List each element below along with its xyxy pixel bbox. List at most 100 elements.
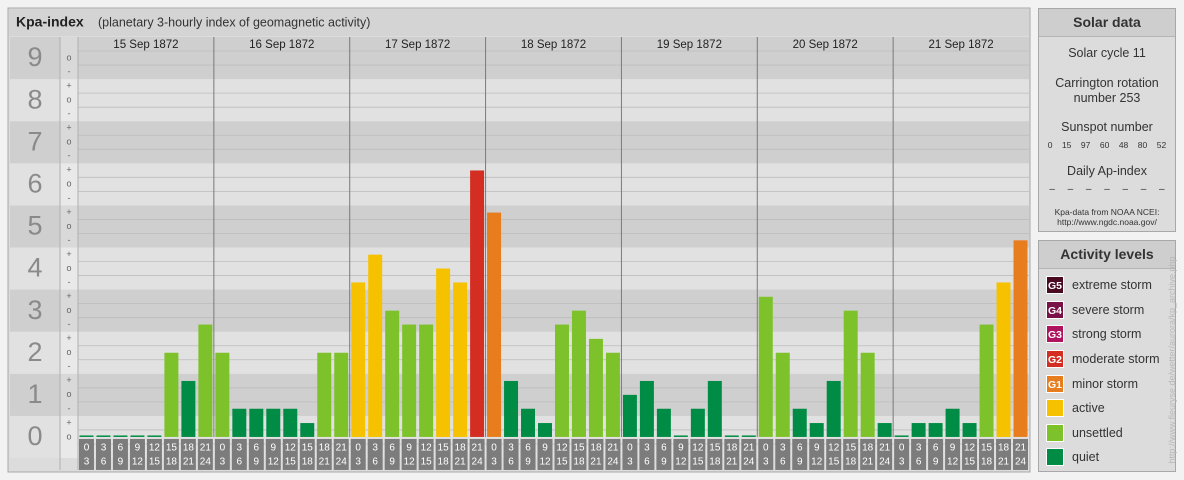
level-badge: G4 <box>1046 300 1064 319</box>
hour-box <box>758 438 774 470</box>
hour-box <box>180 438 196 470</box>
hour-label: 12 <box>132 457 144 468</box>
hour-label: 15 <box>828 457 840 468</box>
bar <box>979 324 994 437</box>
level-label: active <box>1072 401 1105 416</box>
hour-label: 3 <box>899 457 905 468</box>
bar <box>571 310 586 437</box>
hour-label: 3 <box>763 457 769 468</box>
hour-box <box>962 438 978 470</box>
plot-band <box>78 37 1029 80</box>
sunspot-number: 15 <box>1061 140 1072 150</box>
bar <box>843 310 858 437</box>
hour-box <box>265 438 281 470</box>
hour-label: 12 <box>539 457 551 468</box>
hour-box <box>894 438 910 470</box>
minor-label: o <box>66 179 71 189</box>
hour-label: 6 <box>661 443 667 454</box>
y-tick-label: 9 <box>27 42 42 72</box>
hour-label: 18 <box>845 457 857 468</box>
sub-band <box>60 331 78 374</box>
hour-label: 15 <box>285 457 297 468</box>
hour-box <box>792 438 808 470</box>
hour-label: 12 <box>404 457 416 468</box>
bar <box>538 423 552 437</box>
level-label: extreme storm <box>1072 278 1152 293</box>
activity-list: G5 extreme storm G4 severe storm G3 strong st… <box>1039 273 1175 470</box>
minor-label: + <box>66 207 71 217</box>
minor-label: - <box>68 193 71 203</box>
bar <box>707 380 722 437</box>
hour-label: 18 <box>319 443 331 454</box>
day-label: 20 Sep 1872 <box>793 39 858 51</box>
hour-box <box>690 438 706 470</box>
bar <box>419 324 434 437</box>
bar <box>232 408 247 437</box>
hour-box <box>79 438 94 470</box>
hour-label: 6 <box>525 443 531 454</box>
hour-box <box>1013 438 1028 470</box>
plot-band <box>78 289 1029 332</box>
bar <box>860 352 875 437</box>
bar <box>826 380 841 437</box>
day-label: 16 Sep 1872 <box>249 39 314 51</box>
hour-box <box>843 438 859 470</box>
hour-label: 6 <box>118 443 124 454</box>
hour-label: 3 <box>237 443 243 454</box>
hour-box <box>418 438 434 470</box>
ap-value: – <box>1067 184 1074 195</box>
bar <box>317 352 332 437</box>
hour-label: 21 <box>319 457 331 468</box>
minor-label: - <box>68 319 71 329</box>
minor-label: o <box>66 221 71 231</box>
activity-item: G4 severe storm <box>1039 298 1175 323</box>
chart-subtitle: (planetary 3-hourly index of geomagnetic… <box>98 15 370 29</box>
day-label: 17 Sep 1872 <box>385 39 450 51</box>
bar <box>96 435 111 437</box>
level-label: quiet <box>1072 450 1100 465</box>
hour-label: 24 <box>879 457 891 468</box>
hour-label: 18 <box>438 457 450 468</box>
y-tick-label: 5 <box>27 211 42 241</box>
hour-box <box>809 438 825 470</box>
hour-box <box>605 438 621 470</box>
hour-label: 21 <box>472 443 484 454</box>
level-badge <box>1046 448 1064 467</box>
hour-box <box>350 438 366 470</box>
ap-row: – – – – – – – <box>1039 184 1175 195</box>
y-tick-label: 7 <box>27 126 42 156</box>
chart-title: Kpa-index <box>16 14 84 30</box>
hour-label: 12 <box>556 443 568 454</box>
hour-label: 9 <box>661 457 667 468</box>
bar <box>368 254 383 437</box>
axis-band <box>10 373 60 416</box>
title-bar <box>9 9 1029 36</box>
hour-label: 18 <box>302 457 314 468</box>
hour-label: 12 <box>421 443 433 454</box>
axis-band <box>10 247 60 290</box>
minor-label: - <box>68 403 71 413</box>
hour-label: 12 <box>947 457 959 468</box>
bar <box>147 435 162 437</box>
watermark: http://www.fleuryse.de/wetter/aurora/kp_… <box>1167 256 1177 464</box>
hour-box <box>639 438 655 470</box>
activity-item: G3 strong storm <box>1039 322 1175 347</box>
hour-box <box>299 438 315 470</box>
bar <box>741 435 756 437</box>
ap-value: – <box>1104 184 1110 195</box>
level-label: strong storm <box>1072 327 1142 342</box>
panel-title: Solar data <box>1039 9 1175 37</box>
ap-value: – <box>1159 184 1165 195</box>
bar <box>673 435 688 437</box>
level-badge <box>1046 423 1064 442</box>
hour-box <box>333 438 349 470</box>
hour-label: 3 <box>84 457 90 468</box>
minor-label: + <box>66 417 71 427</box>
minor-label: - <box>68 66 71 76</box>
bar <box>130 435 145 437</box>
hour-label: 6 <box>933 443 939 454</box>
hour-label: 24 <box>1015 457 1027 468</box>
hour-box <box>707 438 723 470</box>
plot-band <box>78 205 1029 248</box>
activity-item: quiet <box>1039 445 1175 470</box>
